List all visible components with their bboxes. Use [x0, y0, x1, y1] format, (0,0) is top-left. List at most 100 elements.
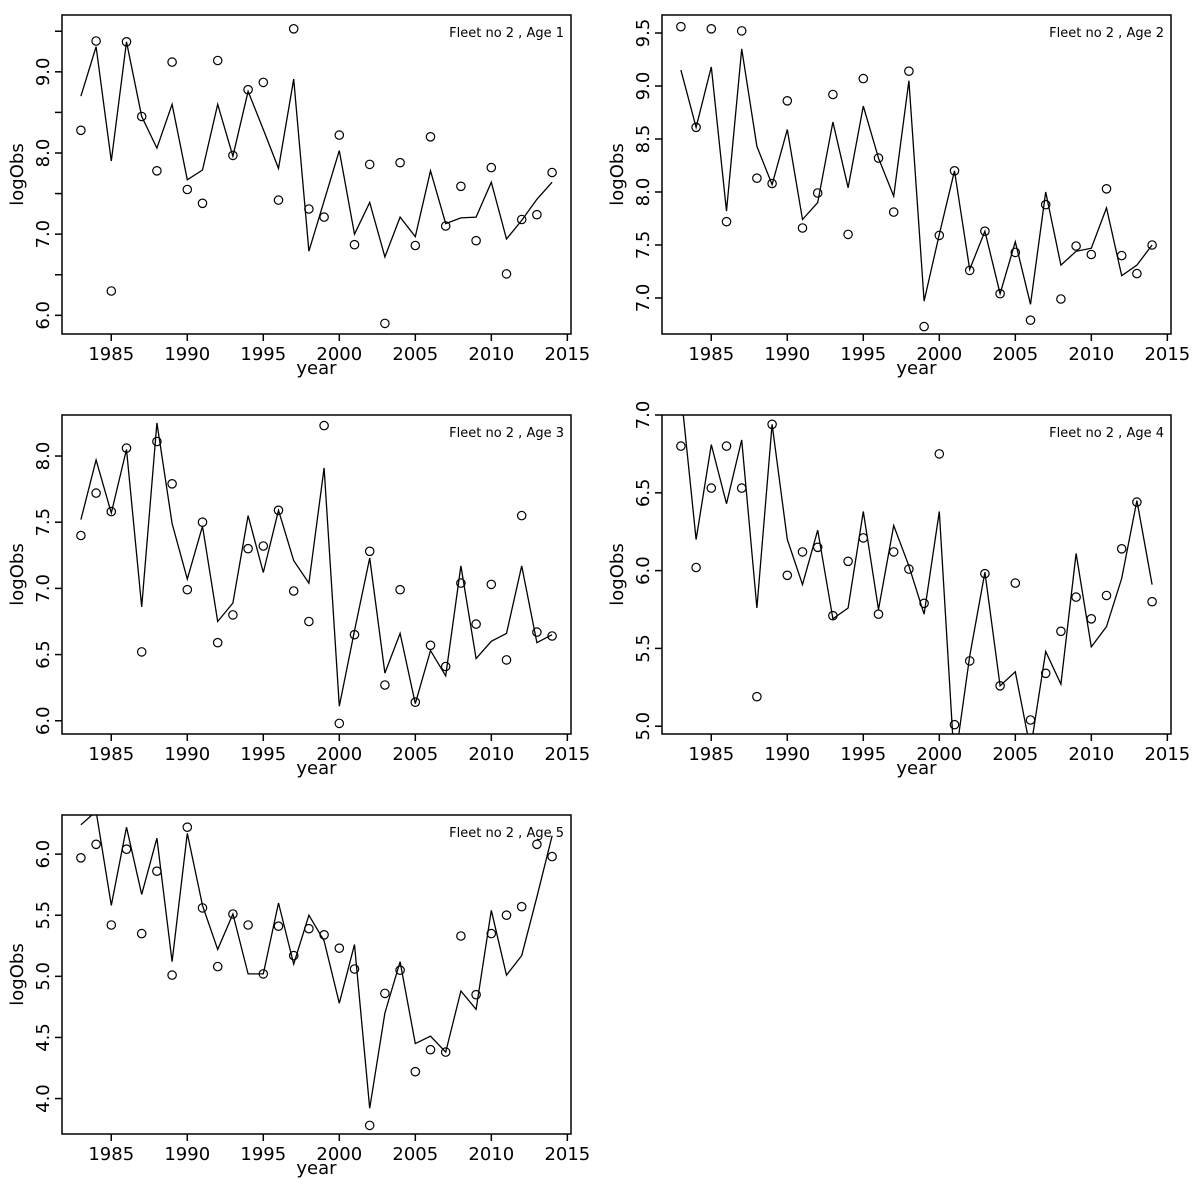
- obs-point: [706, 483, 717, 493]
- obs-point: [410, 1066, 421, 1077]
- obs-point: [136, 928, 147, 939]
- x-tick-label: 2010: [468, 744, 514, 765]
- obs-point: [676, 21, 686, 32]
- y-tick-label: 8.5: [633, 125, 654, 154]
- obs-point: [380, 680, 390, 690]
- x-tick-label: 2010: [468, 344, 514, 365]
- obs-point: [501, 910, 512, 920]
- obs-point: [228, 909, 238, 919]
- y-tick-label: 7.5: [33, 508, 54, 537]
- y-tick-label: 9.0: [633, 72, 654, 101]
- obs-point: [1086, 614, 1097, 624]
- obs-point: [197, 198, 208, 209]
- obs-point: [812, 188, 823, 198]
- obs-point: [1071, 241, 1081, 251]
- y-tick-label: 5.5: [633, 634, 654, 663]
- obs-point: [380, 318, 390, 329]
- y-tick-label: 6.5: [633, 478, 654, 507]
- x-tick-label: 2000: [916, 344, 962, 365]
- obs-point: [721, 216, 732, 227]
- panel-title: Fleet no 2 , Age 2: [1049, 26, 1164, 41]
- obs-point: [319, 930, 329, 940]
- obs-point: [752, 691, 762, 702]
- x-tick-label: 1990: [764, 344, 810, 365]
- x-axis-title: year: [896, 358, 937, 379]
- x-tick-label: 2015: [544, 344, 590, 365]
- obs-point: [471, 235, 481, 246]
- obs-point: [888, 547, 899, 557]
- obs-point: [395, 965, 405, 975]
- obs-point: [949, 719, 960, 730]
- obs-point: [197, 903, 208, 913]
- obs-point: [212, 961, 223, 972]
- obs-point: [106, 286, 117, 296]
- obs-point: [486, 162, 497, 173]
- obs-point: [364, 159, 375, 170]
- obs-point: [1101, 590, 1112, 601]
- obs-point: [319, 420, 329, 431]
- obs-point: [1147, 596, 1157, 607]
- obs-point: [1132, 497, 1142, 507]
- obs-point: [456, 578, 466, 588]
- y-tick-label: 7.0: [633, 284, 654, 313]
- x-tick-label: 2005: [992, 344, 1038, 365]
- y-tick-label: 7.5: [633, 231, 654, 260]
- x-tick-label: 2000: [916, 744, 962, 765]
- obs-point: [167, 970, 177, 980]
- panel-title: Fleet no 2 , Age 1: [449, 26, 564, 41]
- x-tick-label: 1990: [164, 744, 210, 765]
- panel-title: Fleet no 2 , Age 4: [1049, 426, 1164, 441]
- obs-point: [425, 640, 436, 651]
- obs-point: [258, 541, 269, 551]
- obs-point: [1010, 247, 1021, 258]
- y-tick-label: 7.0: [633, 401, 654, 430]
- plot-panel-age-5: 1985 1990 1995 2000 2005 2010 2015 4.0 4.5 5.0 5.5…: [0, 800, 600, 1200]
- obs-point: [167, 479, 177, 489]
- obs-point: [995, 680, 1005, 691]
- obs-point: [873, 153, 884, 163]
- chart-svg-age-2: 1985 1990 1995 2000 2005 2010 2015 7.0 7.5 8.0 8.5…: [607, 14, 1190, 379]
- obs-point: [1056, 294, 1066, 304]
- y-tick-label: 6.0: [33, 301, 54, 330]
- y-tick-label: 8.0: [33, 442, 54, 471]
- obs-point: [858, 73, 869, 84]
- obs-point: [243, 84, 253, 95]
- obs-point: [904, 564, 914, 574]
- x-tick-label: 2000: [316, 1144, 362, 1165]
- plot-panel-age-2: 1985 1990 1995 2000 2005 2010 2015 7.0 7.5 8.0 8.5…: [600, 0, 1200, 400]
- obs-point: [691, 122, 701, 133]
- fit-line: [680, 48, 1153, 305]
- x-tick-label: 2000: [316, 744, 362, 765]
- y-tick-label: 8.0: [33, 139, 54, 168]
- obs-point: [797, 223, 808, 233]
- obs-point: [1025, 315, 1036, 325]
- y-tick-label: 8.0: [633, 178, 654, 207]
- chart-svg-age-3: 1985 1990 1995 2000 2005 2010 2015 6.0 6.5 7.0 7.5…: [7, 414, 590, 779]
- x-tick-label: 1990: [764, 744, 810, 765]
- x-tick-label: 2015: [544, 1144, 590, 1165]
- obs-point: [486, 928, 497, 939]
- x-tick-label: 2015: [1144, 744, 1190, 765]
- obs-point: [812, 542, 823, 553]
- empty-cell: [600, 800, 1200, 1200]
- obs-point: [1086, 249, 1097, 260]
- plot-panel-age-3: 1985 1990 1995 2000 2005 2010 2015 6.0 6.5 7.0 7.5…: [0, 400, 600, 800]
- obs-point: [258, 969, 269, 979]
- x-tick-label: 2005: [992, 744, 1038, 765]
- obs-point: [782, 570, 793, 581]
- obs-point: [273, 505, 284, 516]
- obs-point: [706, 23, 717, 34]
- y-axis-title: logObs: [7, 543, 28, 605]
- obs-point: [547, 851, 557, 862]
- obs-point: [197, 517, 208, 527]
- obs-point: [486, 579, 497, 590]
- y-tick-label: 6.0: [33, 706, 54, 735]
- panel-title: Fleet no 2 , Age 5: [449, 826, 564, 841]
- obs-point: [136, 111, 147, 122]
- obs-point: [1147, 240, 1157, 250]
- obs-point: [425, 1044, 436, 1055]
- obs-point: [152, 166, 162, 176]
- x-tick-label: 2010: [1068, 744, 1114, 765]
- x-tick-label: 2010: [468, 1144, 514, 1165]
- obs-point: [228, 150, 238, 161]
